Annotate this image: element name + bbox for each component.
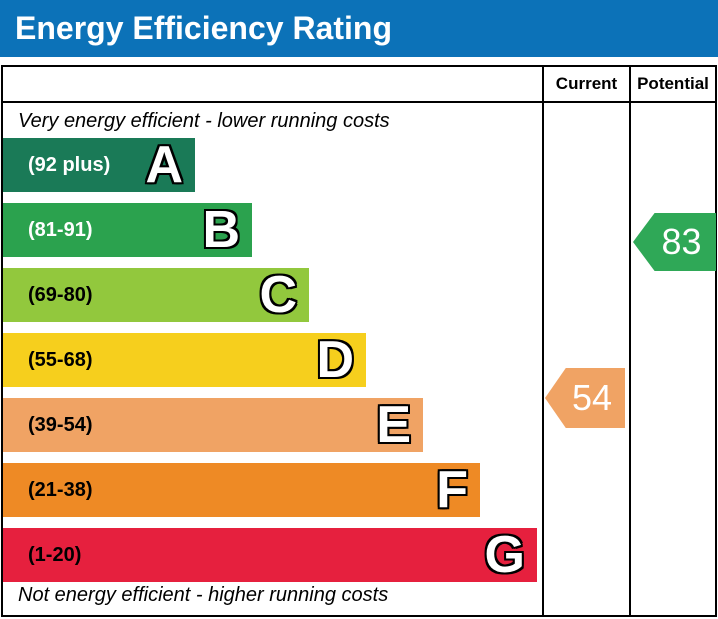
band-row-d: (55-68) D: [3, 331, 366, 389]
header-divider-line: [3, 101, 715, 103]
band-row-b: (81-91) B: [3, 201, 252, 259]
band-row-a: (92 plus) A: [3, 136, 195, 194]
band-range-label: (92 plus): [28, 153, 111, 176]
current-column-header: Current: [555, 74, 618, 93]
band-range-label: (69-80): [28, 283, 93, 306]
potential-column-header: Potential: [637, 74, 709, 93]
epc-table: Current Potential Very energy efficient …: [1, 65, 717, 617]
band-range-label: (39-54): [28, 413, 93, 436]
chart-title-bar: Energy Efficiency Rating: [0, 0, 718, 57]
current-column-divider: [542, 67, 544, 615]
band-letter: F: [435, 461, 470, 519]
band-row-f: (21-38) F: [3, 461, 480, 519]
potential-rating-value: 83: [661, 221, 702, 262]
band-letter: A: [144, 136, 185, 194]
potential-rating-arrow: 83: [633, 213, 716, 271]
current-rating-value: 54: [571, 377, 613, 418]
band-row-c: (69-80) C: [3, 266, 309, 324]
band-letter: D: [315, 331, 356, 389]
band-letter: C: [258, 266, 299, 324]
band-row-e: (39-54) E: [3, 396, 423, 454]
band-letter: B: [201, 201, 242, 259]
band-letter: E: [375, 396, 413, 454]
current-rating-arrow: 54: [545, 368, 625, 428]
band-row-g: (1-20) G: [3, 526, 537, 584]
band-range-label: (81-91): [28, 218, 93, 241]
band-range-label: (55-68): [28, 348, 93, 371]
bottom-note: Not energy efficient - higher running co…: [18, 584, 389, 606]
potential-column-divider: [629, 67, 631, 615]
band-range-label: (21-38): [28, 478, 93, 501]
band-range-label: (1-20): [28, 543, 82, 566]
top-note: Very energy efficient - lower running co…: [18, 110, 390, 132]
band-letter: G: [483, 526, 526, 584]
chart-title: Energy Efficiency Rating: [15, 10, 392, 46]
